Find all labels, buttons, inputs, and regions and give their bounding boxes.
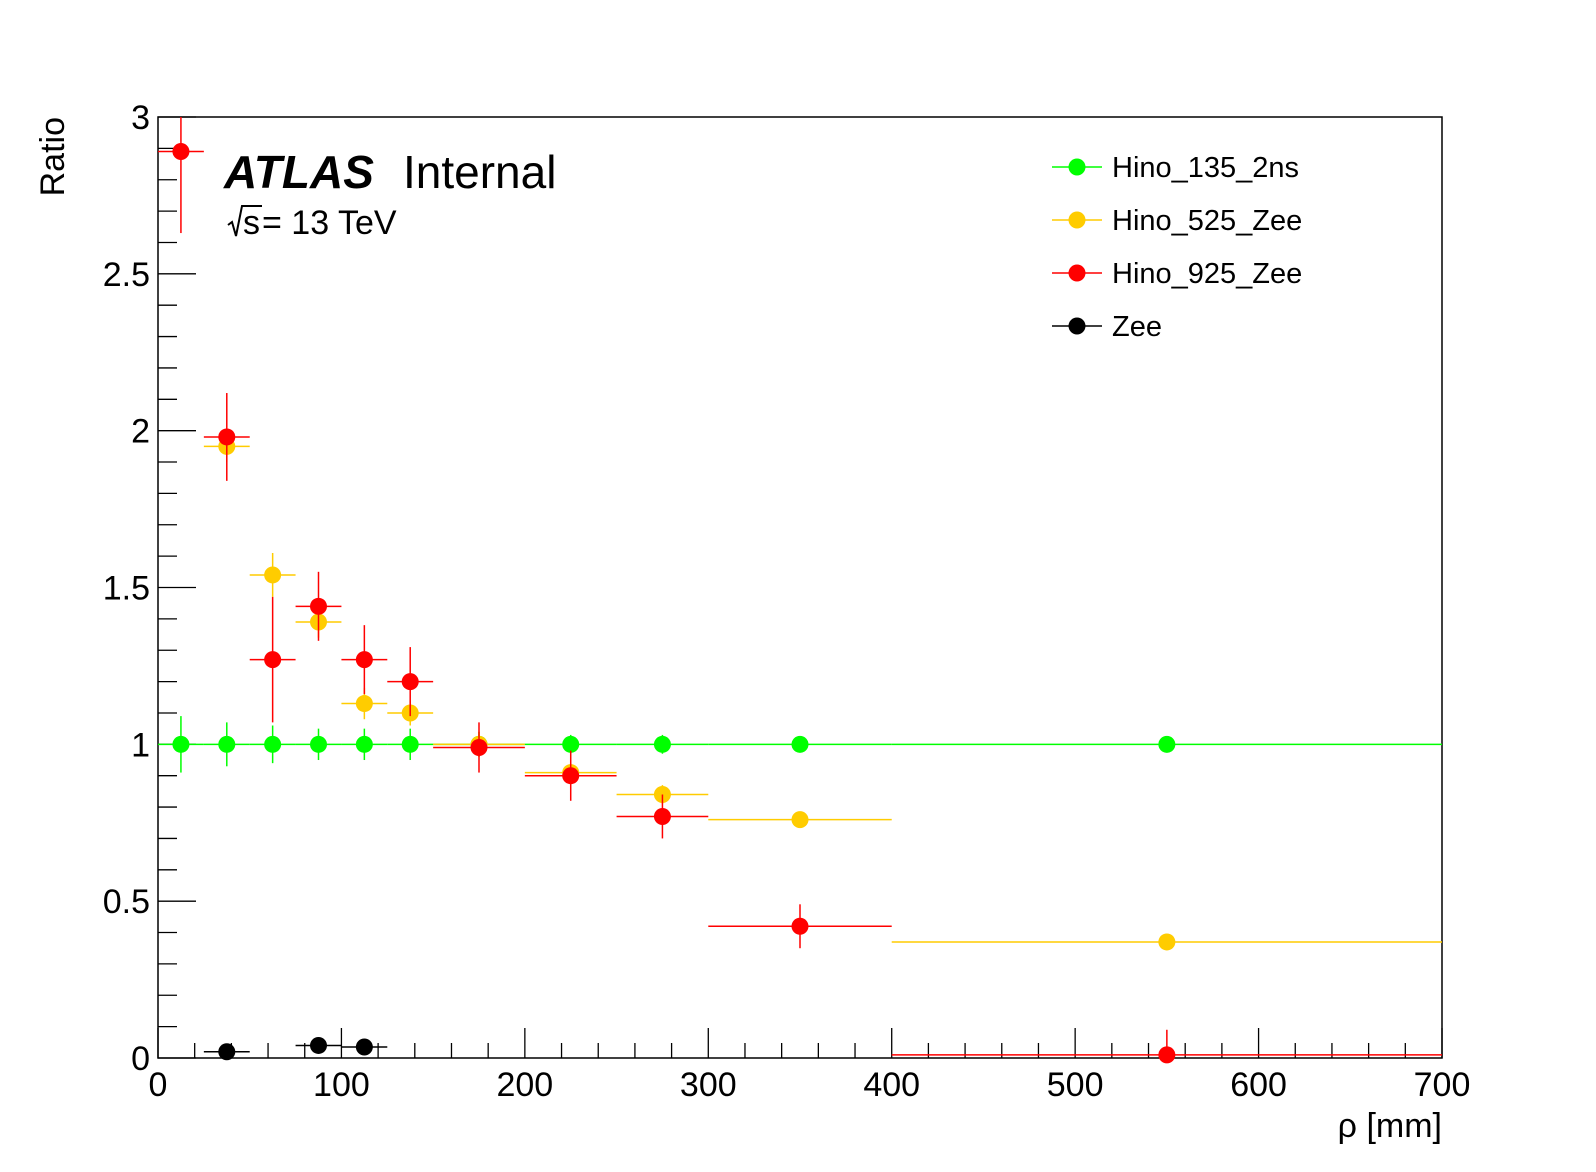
data-point bbox=[355, 651, 373, 669]
legend-marker bbox=[1068, 211, 1086, 229]
data-point bbox=[401, 735, 419, 753]
data-point bbox=[1158, 1046, 1176, 1064]
data-point bbox=[562, 735, 580, 753]
atlas-experiment-label: ATLAS bbox=[223, 146, 374, 198]
energy-rest-text: = 13 TeV bbox=[262, 204, 397, 242]
legend-entry: Hino_135_2ns bbox=[1052, 152, 1299, 184]
series-hino-525-zee bbox=[203, 430, 1442, 951]
data-point bbox=[172, 735, 190, 753]
sqrt-symbol bbox=[227, 205, 262, 237]
data-point bbox=[264, 735, 282, 753]
legend: Hino_135_2ns Hino_525_Zee Hino_925_Zee Zee bbox=[1052, 152, 1302, 343]
x-tick-label: 400 bbox=[863, 1066, 920, 1104]
energy-root-text: s bbox=[243, 204, 260, 242]
legend-marker bbox=[1068, 317, 1086, 335]
data-point bbox=[791, 917, 809, 935]
series-zee bbox=[203, 1036, 388, 1061]
legend-marker bbox=[1068, 264, 1086, 282]
x-tick-label: 600 bbox=[1230, 1066, 1287, 1104]
data-point bbox=[653, 807, 671, 825]
legend-entry: Hino_525_Zee bbox=[1052, 205, 1302, 237]
axis-ticks bbox=[157, 116, 1443, 1059]
data-point bbox=[218, 1043, 236, 1061]
legend-label: Hino_135_2ns bbox=[1112, 152, 1299, 184]
legend-label: Hino_925_Zee bbox=[1112, 258, 1302, 290]
series-hino-925-zee bbox=[158, 117, 1442, 1064]
legend-marker bbox=[1068, 158, 1086, 176]
data-point bbox=[1158, 735, 1176, 753]
data-point bbox=[355, 1038, 373, 1056]
y-tick-label: 1.5 bbox=[103, 570, 150, 608]
atlas-status-label: Internal bbox=[403, 146, 556, 198]
y-tick-label: 0.5 bbox=[103, 883, 150, 921]
x-tick-label: 300 bbox=[680, 1066, 737, 1104]
y-tick-label: 2 bbox=[131, 413, 150, 451]
data-point bbox=[791, 811, 809, 829]
x-axis-title: ρ [mm] bbox=[1338, 1107, 1442, 1145]
energy-label: s = 13 TeV bbox=[227, 204, 397, 242]
data-point bbox=[264, 651, 282, 669]
x-tick-labels: 0 100 200 300 400 500 600 700 bbox=[149, 1066, 1471, 1104]
data-point bbox=[355, 735, 373, 753]
data-point bbox=[310, 735, 327, 753]
data-point bbox=[310, 1036, 327, 1054]
data-point bbox=[264, 566, 282, 584]
x-tick-label: 0 bbox=[149, 1066, 168, 1104]
data-point bbox=[470, 738, 488, 756]
data-point bbox=[172, 143, 190, 161]
data-point bbox=[1158, 933, 1176, 951]
data-point bbox=[310, 597, 327, 615]
y-tick-labels: 0 0.5 1 1.5 2 2.5 3 bbox=[103, 99, 150, 1078]
data-point bbox=[791, 735, 809, 753]
y-tick-label: 1 bbox=[131, 726, 150, 764]
legend-entry: Hino_925_Zee bbox=[1052, 258, 1302, 290]
data-point bbox=[355, 695, 373, 713]
data-point bbox=[653, 735, 671, 753]
x-tick-label: 700 bbox=[1414, 1066, 1471, 1104]
data-point bbox=[218, 735, 236, 753]
y-tick-label: 2.5 bbox=[103, 256, 150, 294]
data-layer bbox=[158, 117, 1442, 1064]
y-axis-title: Ratio bbox=[34, 117, 72, 196]
data-point bbox=[562, 767, 580, 785]
y-tick-label: 3 bbox=[131, 99, 150, 137]
legend-label: Hino_525_Zee bbox=[1112, 205, 1302, 237]
legend-entry: Zee bbox=[1052, 311, 1162, 343]
y-tick-label: 0 bbox=[131, 1040, 150, 1078]
x-tick-label: 200 bbox=[496, 1066, 553, 1104]
x-tick-label: 500 bbox=[1047, 1066, 1104, 1104]
series-hino-135-2ns bbox=[158, 716, 1442, 773]
legend-label: Zee bbox=[1112, 311, 1162, 343]
data-point bbox=[218, 428, 236, 446]
atlas-label: ATLAS Internal bbox=[223, 146, 556, 198]
data-point bbox=[401, 673, 419, 691]
x-tick-label: 100 bbox=[313, 1066, 370, 1104]
